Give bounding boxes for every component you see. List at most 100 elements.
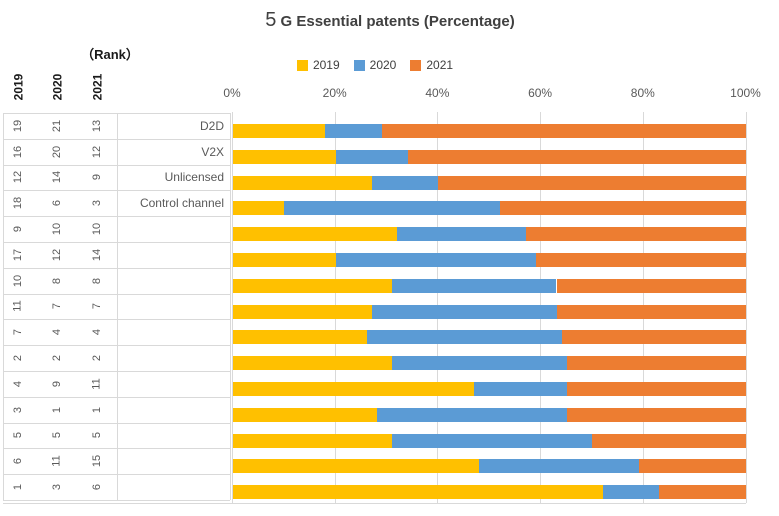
rank-value: 4 <box>91 329 103 336</box>
rank-cell: 8 <box>44 268 70 294</box>
table-row-border <box>3 448 230 450</box>
rank-cell: 1 <box>44 397 70 423</box>
rank-cell: 7 <box>44 294 70 320</box>
rank-cell: 4 <box>84 319 110 345</box>
rank-value: 6 <box>91 484 103 491</box>
table-row-border <box>3 190 230 192</box>
rank-value: 20 <box>51 145 63 158</box>
bar-segment-2020 <box>474 382 567 396</box>
category-label <box>120 448 224 474</box>
table-column-border <box>3 113 4 500</box>
legend-label: 2021 <box>426 58 454 72</box>
bar-segment-2021 <box>500 201 747 216</box>
rank-value: 9 <box>12 226 24 233</box>
table-row-border <box>3 164 230 166</box>
bar-segment-2021 <box>638 459 747 474</box>
year-column-header-label: 2019 <box>10 73 25 101</box>
table-row-border <box>3 242 230 243</box>
bar-segment-2021 <box>561 330 747 345</box>
bar-segment-2021 <box>659 485 747 500</box>
table-row-border <box>3 500 230 501</box>
rank-cell: 10 <box>84 216 110 242</box>
rank-cell: 3 <box>44 474 70 500</box>
rank-value: 12 <box>91 145 103 158</box>
rank-cell: 9 <box>44 371 70 397</box>
bar-segment-2020 <box>284 201 500 216</box>
table-row-border <box>3 267 230 269</box>
legend-item: 2020 <box>353 58 397 72</box>
rank-cell: 14 <box>84 242 110 268</box>
rank-cell: 11 <box>84 371 110 397</box>
chart-title-text: G Essential patents (Percentage) <box>276 13 515 30</box>
rank-cell: 8 <box>84 268 110 294</box>
rank-value: 3 <box>91 200 103 207</box>
legend-item: 2021 <box>410 58 453 72</box>
rank-cell: 9 <box>84 165 110 191</box>
axis-tick-label: 20% <box>322 86 347 100</box>
rank-cell: 6 <box>5 448 31 474</box>
bar-segment-2020 <box>376 407 567 422</box>
rank-panel-title: （Rank） <box>81 47 139 62</box>
grid-line <box>232 112 233 503</box>
rank-value: 7 <box>51 303 63 310</box>
legend-swatch-icon <box>296 59 308 71</box>
rank-value: 8 <box>51 277 63 284</box>
rank-value: 2 <box>91 355 103 362</box>
bar-segment-2020 <box>397 227 526 242</box>
bar-segment-2020 <box>335 149 408 164</box>
rank-value: 11 <box>11 300 24 313</box>
table-row-border <box>3 345 230 347</box>
rank-value: 11 <box>90 378 103 390</box>
rank-value: 12 <box>12 171 24 184</box>
rank-cell: 12 <box>5 165 31 191</box>
rank-value: 18 <box>12 197 24 210</box>
bar-segment-2020 <box>479 459 639 474</box>
bar-segment-2021 <box>566 382 747 396</box>
rank-value: 2 <box>51 355 63 362</box>
rank-value: 9 <box>51 380 63 387</box>
category-label <box>120 474 224 500</box>
rank-cell: 16 <box>5 139 31 165</box>
rank-cell: 20 <box>44 139 70 165</box>
bar-segment-2020 <box>371 304 557 319</box>
rank-value: 6 <box>51 200 63 207</box>
rank-cell: 2 <box>44 345 70 371</box>
rank-value: 9 <box>91 174 103 181</box>
rank-cell: 6 <box>44 190 70 216</box>
rank-value: 6 <box>12 458 24 465</box>
table-row-border <box>3 474 230 476</box>
legend: 2019 2020 2021 <box>200 58 550 72</box>
category-label <box>120 216 224 242</box>
rank-cell: 1 <box>5 474 31 500</box>
rank-value: 4 <box>12 380 24 387</box>
bar-segment-2020 <box>602 485 660 500</box>
year-column-header-2020: 2020 <box>35 64 79 110</box>
table-row-border <box>3 422 230 424</box>
category-label <box>120 319 224 345</box>
bar-segment-2021 <box>407 149 747 164</box>
rank-cell: 5 <box>44 423 70 449</box>
table-column-border <box>117 113 118 500</box>
category-label <box>120 423 224 449</box>
rank-value: 5 <box>91 432 103 439</box>
rank-cell: 10 <box>44 216 70 242</box>
rank-value: 3 <box>12 406 24 413</box>
category-label: Unlicensed <box>164 170 224 185</box>
year-column-header-2019: 2019 <box>0 64 40 110</box>
rank-value: 3 <box>51 484 63 491</box>
legend-label: 2020 <box>369 58 397 72</box>
legend-item: 2019 <box>296 58 340 72</box>
rank-cell: 6 <box>84 474 110 500</box>
rank-value: 1 <box>12 484 24 491</box>
bar-segment-2019 <box>233 407 377 422</box>
rank-cell: 10 <box>5 268 31 294</box>
table-row-border <box>3 319 230 321</box>
table-row-border <box>3 293 230 295</box>
rank-cell: 12 <box>44 242 70 268</box>
rank-cell: 18 <box>5 190 31 216</box>
bar-segment-2021 <box>438 175 747 190</box>
legend-swatch-icon <box>410 59 422 71</box>
category-label <box>120 268 224 294</box>
rank-cell: 4 <box>5 371 31 397</box>
